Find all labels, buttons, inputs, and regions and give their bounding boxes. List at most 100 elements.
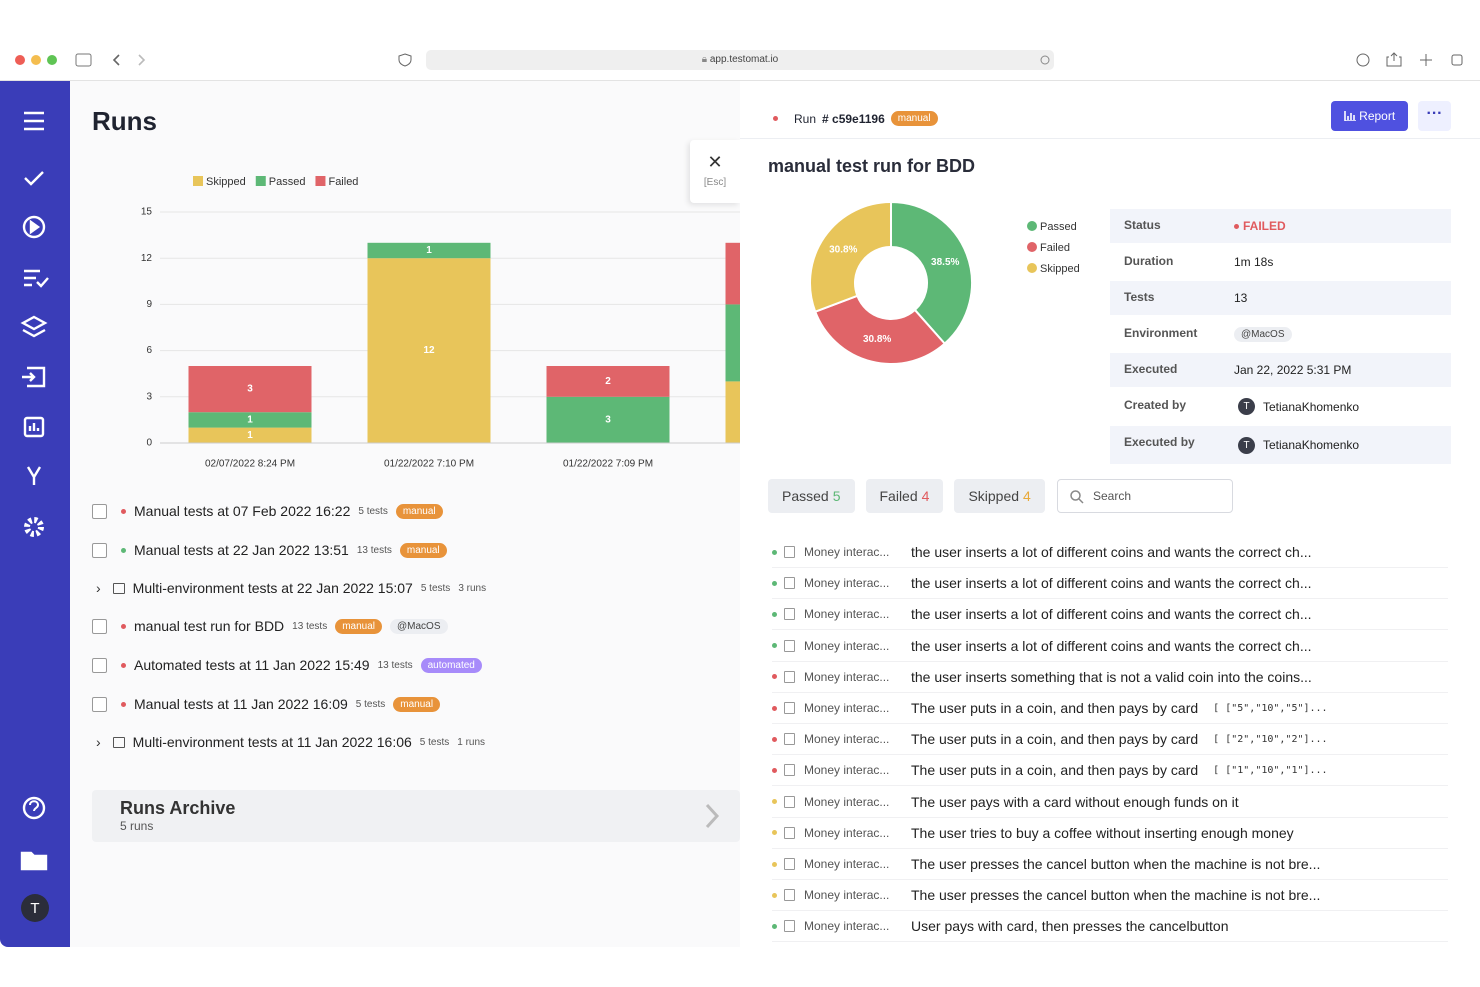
search-icon <box>1070 490 1084 504</box>
runs-archive[interactable]: Runs Archive 5 runs <box>92 790 740 842</box>
test-row[interactable]: Money interac... The user puts in a coin,… <box>772 724 1448 756</box>
test-icon <box>784 639 795 652</box>
avatar[interactable] <box>21 894 49 922</box>
browser-bar: 🔒︎ app.testomat.io <box>0 0 1480 81</box>
test-title: The user puts in a coin, and then pays b… <box>911 700 1199 716</box>
run-row[interactable]: › Multi-environment tests at 11 Jan 2022 … <box>92 732 485 752</box>
header-divider <box>740 138 1480 139</box>
projects-icon[interactable] <box>20 851 48 871</box>
test-row[interactable]: Money interac... the user inserts a lot o… <box>772 568 1448 600</box>
plans-icon[interactable] <box>24 269 49 288</box>
test-title: the user inserts a lot of different coin… <box>911 637 1312 654</box>
checkbox[interactable] <box>92 696 107 712</box>
url-bar[interactable] <box>426 50 1054 70</box>
detail-text: TetianaKhomenko <box>1263 399 1360 414</box>
test-row[interactable]: Money interac... The user tries to buy a … <box>772 818 1448 849</box>
close-dot[interactable] <box>15 55 25 65</box>
menu-icon[interactable] <box>24 111 44 131</box>
run-badge: manual <box>399 542 447 558</box>
status-dot <box>772 923 777 929</box>
test-row[interactable]: Money interac... The user puts in a coin,… <box>772 755 1448 787</box>
run-row[interactable]: Automated tests at 11 Jan 2022 15:49 13 t… <box>92 655 482 675</box>
detail-value: T TetianaKhomenko <box>1234 426 1359 464</box>
test-row[interactable]: Money interac... the user inserts a lot o… <box>772 537 1448 568</box>
test-row[interactable]: Money interac... The user presses the can… <box>772 880 1448 912</box>
legend-label: Failed <box>328 176 358 188</box>
test-row[interactable]: Money interac... the user inserts somethi… <box>772 662 1448 693</box>
maximize-dot[interactable] <box>47 55 57 65</box>
back[interactable] <box>112 54 120 66</box>
legend-dot <box>1027 242 1037 252</box>
test-row[interactable]: Money interac... the user inserts a lot o… <box>772 631 1448 662</box>
reload[interactable] <box>1040 55 1050 65</box>
checkbox[interactable] <box>92 542 107 558</box>
suite-name: Money interac... <box>804 857 890 871</box>
detail-value: @MacOS <box>1234 317 1292 351</box>
tabs[interactable] <box>1451 54 1463 66</box>
detail-row: Environment @MacOS <box>1110 317 1451 351</box>
y-tick-label: 12 <box>141 253 153 264</box>
suite-name: Money interac... <box>804 545 890 559</box>
close-panel[interactable]: ✕ [Esc] <box>690 140 740 203</box>
run-row[interactable]: Manual tests at 07 Feb 2022 16:22 5 tests… <box>92 501 443 521</box>
run-tests: 5 tests <box>419 736 450 748</box>
search-box[interactable]: Search <box>1057 479 1233 513</box>
bar-label: 3 <box>247 384 253 395</box>
branches-icon[interactable] <box>26 466 42 485</box>
run-badge: manual <box>393 696 441 712</box>
run-row[interactable]: manual test run for BDD 13 tests manual @Ma… <box>92 616 448 636</box>
filter-button[interactable]: Failed 4 <box>865 479 944 513</box>
test-row[interactable]: Money interac... The user puts in a coin,… <box>772 693 1448 724</box>
bar-segment <box>546 366 670 397</box>
more-button[interactable]: ··· <box>1418 101 1451 131</box>
run-row[interactable]: Manual tests at 11 Jan 2022 16:09 5 tests… <box>92 694 441 714</box>
run-row[interactable]: › Multi-environment tests at 22 Jan 2022 … <box>92 578 486 598</box>
test-row[interactable]: Money interac... User pays with card, the… <box>772 911 1448 943</box>
status-dot <box>772 611 777 617</box>
downloads[interactable] <box>1356 53 1370 67</box>
run-row[interactable]: Manual tests at 22 Jan 2022 13:51 13 test… <box>92 540 447 560</box>
test-icon <box>784 764 795 777</box>
new-tab[interactable] <box>1420 54 1432 66</box>
run-name: Multi-environment tests at 11 Jan 2022 1… <box>132 734 412 750</box>
run-id: # c59e1196 <box>822 111 885 126</box>
bar-segment <box>188 366 312 413</box>
filter-label: Skipped <box>968 488 1020 504</box>
checkbox[interactable] <box>92 618 107 634</box>
detail-row: Executed Jan 22, 2022 5:31 PM <box>1110 353 1451 387</box>
checkbox[interactable] <box>92 503 107 519</box>
test-title: The user presses the cancel button when … <box>911 856 1321 872</box>
layers-icon[interactable] <box>20 315 48 338</box>
checkbox[interactable] <box>92 657 107 673</box>
forward[interactable] <box>138 54 146 66</box>
close-hint: [Esc] <box>703 177 727 188</box>
sidebar-toggle[interactable] <box>75 53 92 67</box>
share[interactable] <box>1386 52 1402 67</box>
status-dot <box>772 705 777 711</box>
test-row[interactable]: Money interac... the user inserts a lot o… <box>772 599 1448 631</box>
suite-name: Money interac... <box>804 919 890 934</box>
minimize-dot[interactable] <box>31 55 41 65</box>
analytics-icon[interactable] <box>23 416 45 438</box>
settings-icon[interactable] <box>24 517 44 537</box>
url: 🔒︎ app.testomat.io <box>701 54 779 65</box>
filter-button[interactable]: Passed 5 <box>768 479 855 513</box>
import-icon[interactable] <box>22 366 46 388</box>
tests-icon[interactable] <box>24 171 44 186</box>
detail-value: Jan 22, 2022 5:31 PM <box>1234 353 1351 387</box>
run-tests: 5 tests <box>358 505 388 517</box>
test-row[interactable]: Money interac... The user presses the can… <box>772 849 1448 880</box>
help-icon[interactable] <box>22 796 46 820</box>
bar-segment <box>725 304 740 382</box>
runs-icon[interactable] <box>22 215 46 239</box>
status-dot <box>772 580 777 586</box>
suite-name: Money interac... <box>804 638 890 653</box>
suite-name: Money interac... <box>804 576 890 591</box>
test-title: the user inserts a lot of different coin… <box>911 606 1312 623</box>
run-count: 3 runs <box>458 582 487 594</box>
test-row[interactable]: Money interac... The user pays with a car… <box>772 787 1448 818</box>
pie-slice <box>890 200 973 346</box>
filter-button[interactable]: Skipped 4 <box>954 479 1045 513</box>
report-button[interactable]: Report <box>1331 101 1408 131</box>
legend-label: Skipped <box>206 176 246 188</box>
